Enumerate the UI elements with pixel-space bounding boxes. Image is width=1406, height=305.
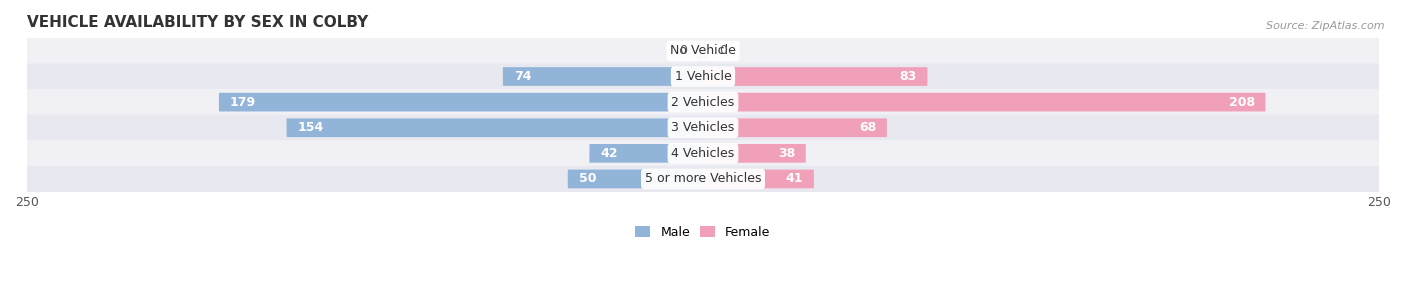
FancyBboxPatch shape bbox=[27, 63, 1379, 90]
FancyBboxPatch shape bbox=[503, 67, 703, 86]
Text: 0: 0 bbox=[679, 45, 686, 57]
Text: Source: ZipAtlas.com: Source: ZipAtlas.com bbox=[1267, 21, 1385, 31]
Text: 154: 154 bbox=[297, 121, 323, 134]
FancyBboxPatch shape bbox=[27, 166, 1379, 192]
FancyBboxPatch shape bbox=[589, 144, 703, 163]
FancyBboxPatch shape bbox=[703, 67, 928, 86]
FancyBboxPatch shape bbox=[27, 89, 1379, 115]
Text: 4 Vehicles: 4 Vehicles bbox=[672, 147, 734, 160]
FancyBboxPatch shape bbox=[703, 170, 814, 188]
FancyBboxPatch shape bbox=[568, 170, 703, 188]
Text: No Vehicle: No Vehicle bbox=[671, 45, 735, 57]
Text: 83: 83 bbox=[900, 70, 917, 83]
FancyBboxPatch shape bbox=[27, 115, 1379, 141]
FancyBboxPatch shape bbox=[697, 41, 703, 60]
Text: 208: 208 bbox=[1229, 96, 1254, 109]
Text: 2 Vehicles: 2 Vehicles bbox=[672, 96, 734, 109]
Text: 41: 41 bbox=[786, 172, 803, 185]
FancyBboxPatch shape bbox=[219, 93, 703, 111]
FancyBboxPatch shape bbox=[287, 118, 703, 137]
Text: 3 Vehicles: 3 Vehicles bbox=[672, 121, 734, 134]
FancyBboxPatch shape bbox=[703, 41, 709, 60]
FancyBboxPatch shape bbox=[703, 93, 1265, 111]
Text: 68: 68 bbox=[859, 121, 876, 134]
Text: 5 or more Vehicles: 5 or more Vehicles bbox=[645, 172, 761, 185]
Text: 42: 42 bbox=[600, 147, 617, 160]
FancyBboxPatch shape bbox=[703, 144, 806, 163]
FancyBboxPatch shape bbox=[27, 38, 1379, 64]
Text: VEHICLE AVAILABILITY BY SEX IN COLBY: VEHICLE AVAILABILITY BY SEX IN COLBY bbox=[27, 15, 368, 30]
Text: 0: 0 bbox=[720, 45, 727, 57]
FancyBboxPatch shape bbox=[27, 140, 1379, 167]
Text: 74: 74 bbox=[513, 70, 531, 83]
Legend: Male, Female: Male, Female bbox=[630, 221, 776, 244]
Text: 38: 38 bbox=[778, 147, 794, 160]
Text: 179: 179 bbox=[229, 96, 256, 109]
Text: 1 Vehicle: 1 Vehicle bbox=[675, 70, 731, 83]
FancyBboxPatch shape bbox=[703, 118, 887, 137]
Text: 50: 50 bbox=[579, 172, 596, 185]
